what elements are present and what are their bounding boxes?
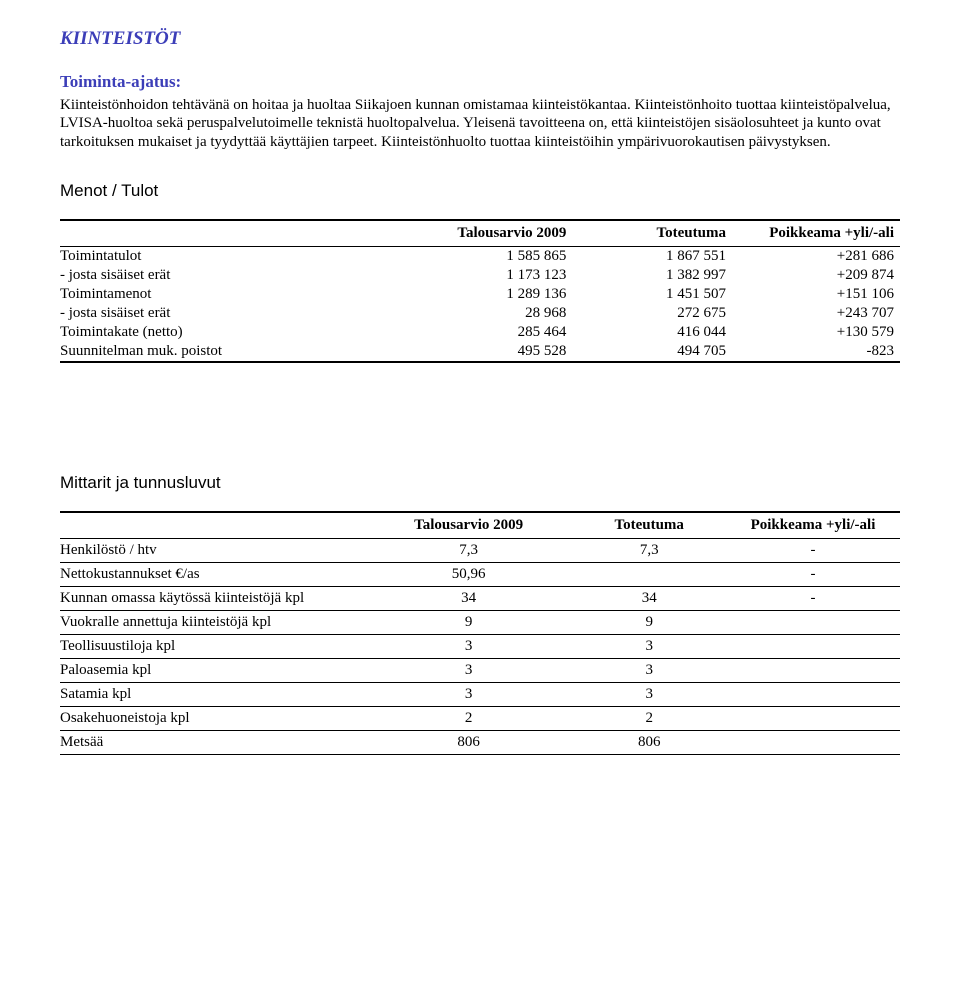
cell-value: 7,3 <box>572 538 732 562</box>
cell-value: 34 <box>371 586 573 610</box>
cell-value: 50,96 <box>371 562 573 586</box>
cell-value: 3 <box>572 634 732 658</box>
cell-value: 495 528 <box>371 342 573 362</box>
cell-value <box>732 730 900 754</box>
table-row: Metsää806806 <box>60 730 900 754</box>
cell-value: 285 464 <box>371 323 573 342</box>
metrics-table: Talousarvio 2009 Toteutuma Poikkeama +yl… <box>60 511 900 755</box>
cell-value: 9 <box>572 610 732 634</box>
table-row: Suunnitelman muk. poistot495 528494 705-… <box>60 342 900 362</box>
row-label: Toimintakate (netto) <box>60 323 371 342</box>
col-header: Talousarvio 2009 <box>371 512 573 539</box>
expenses-heading: Menot / Tulot <box>60 181 900 201</box>
row-label: Nettokustannukset €/as <box>60 562 371 586</box>
cell-value: 494 705 <box>572 342 732 362</box>
cell-value: 3 <box>572 682 732 706</box>
cell-value: 3 <box>371 634 573 658</box>
mission-heading: Toiminta-ajatus: <box>60 72 900 92</box>
cell-value: 3 <box>572 658 732 682</box>
table-row: - josta sisäiset erät1 173 1231 382 997+… <box>60 266 900 285</box>
table-row: Kunnan omassa käytössä kiinteistöjä kpl3… <box>60 586 900 610</box>
expenses-table: Talousarvio 2009 Toteutuma Poikkeama +yl… <box>60 219 900 363</box>
table-row: Toimintakate (netto)285 464416 044+130 5… <box>60 323 900 342</box>
row-label: Toimintatulot <box>60 246 371 266</box>
cell-value: - <box>732 562 900 586</box>
cell-value: 2 <box>371 706 573 730</box>
row-label: Vuokralle annettuja kiinteistöjä kpl <box>60 610 371 634</box>
table-header-row: Talousarvio 2009 Toteutuma Poikkeama +yl… <box>60 220 900 247</box>
cell-value: 1 867 551 <box>572 246 732 266</box>
row-label: Metsää <box>60 730 371 754</box>
table-row: Toimintatulot1 585 8651 867 551+281 686 <box>60 246 900 266</box>
cell-value <box>732 682 900 706</box>
cell-value: +209 874 <box>732 266 900 285</box>
row-label: Teollisuustiloja kpl <box>60 634 371 658</box>
cell-value: 1 451 507 <box>572 285 732 304</box>
cell-value: 1 289 136 <box>371 285 573 304</box>
cell-value <box>732 634 900 658</box>
cell-value: 806 <box>371 730 573 754</box>
table-row: Henkilöstö / htv7,37,3- <box>60 538 900 562</box>
cell-value: +151 106 <box>732 285 900 304</box>
cell-value: +243 707 <box>732 304 900 323</box>
row-label: Henkilöstö / htv <box>60 538 371 562</box>
col-header <box>60 512 371 539</box>
col-header: Toteutuma <box>572 512 732 539</box>
table-row: Teollisuustiloja kpl33 <box>60 634 900 658</box>
col-header: Toteutuma <box>572 220 732 247</box>
table-row: - josta sisäiset erät28 968272 675+243 7… <box>60 304 900 323</box>
row-label: Suunnitelman muk. poistot <box>60 342 371 362</box>
cell-value: - <box>732 538 900 562</box>
cell-value: +130 579 <box>732 323 900 342</box>
row-label: Osakehuoneistoja kpl <box>60 706 371 730</box>
table-row: Satamia kpl33 <box>60 682 900 706</box>
row-label: Kunnan omassa käytössä kiinteistöjä kpl <box>60 586 371 610</box>
row-label: Satamia kpl <box>60 682 371 706</box>
cell-value <box>732 658 900 682</box>
table-row: Osakehuoneistoja kpl22 <box>60 706 900 730</box>
page-title: KIINTEISTÖT <box>60 28 900 50</box>
cell-value: 272 675 <box>572 304 732 323</box>
cell-value: 28 968 <box>371 304 573 323</box>
col-header: Poikkeama +yli/-ali <box>732 220 900 247</box>
row-label: Paloasemia kpl <box>60 658 371 682</box>
cell-value <box>732 706 900 730</box>
metrics-heading: Mittarit ja tunnusluvut <box>60 473 900 493</box>
cell-value: 7,3 <box>371 538 573 562</box>
table-row: Nettokustannukset €/as50,96 - <box>60 562 900 586</box>
col-header: Poikkeama +yli/-ali <box>732 512 900 539</box>
col-header: Talousarvio 2009 <box>371 220 573 247</box>
cell-value <box>572 562 732 586</box>
row-label: - josta sisäiset erät <box>60 266 371 285</box>
table-row: Toimintamenot1 289 1361 451 507+151 106 <box>60 285 900 304</box>
cell-value: - <box>732 586 900 610</box>
cell-value <box>732 610 900 634</box>
mission-text: Kiinteistönhoidon tehtävänä on hoitaa ja… <box>60 96 900 151</box>
cell-value: 9 <box>371 610 573 634</box>
row-label: Toimintamenot <box>60 285 371 304</box>
table-row: Paloasemia kpl33 <box>60 658 900 682</box>
cell-value: 1 585 865 <box>371 246 573 266</box>
cell-value: +281 686 <box>732 246 900 266</box>
cell-value: 3 <box>371 682 573 706</box>
cell-value: 1 382 997 <box>572 266 732 285</box>
cell-value: 1 173 123 <box>371 266 573 285</box>
row-label: - josta sisäiset erät <box>60 304 371 323</box>
col-header <box>60 220 371 247</box>
cell-value: 806 <box>572 730 732 754</box>
cell-value: 34 <box>572 586 732 610</box>
table-header-row: Talousarvio 2009 Toteutuma Poikkeama +yl… <box>60 512 900 539</box>
cell-value: 2 <box>572 706 732 730</box>
cell-value: -823 <box>732 342 900 362</box>
table-row: Vuokralle annettuja kiinteistöjä kpl99 <box>60 610 900 634</box>
cell-value: 416 044 <box>572 323 732 342</box>
cell-value: 3 <box>371 658 573 682</box>
